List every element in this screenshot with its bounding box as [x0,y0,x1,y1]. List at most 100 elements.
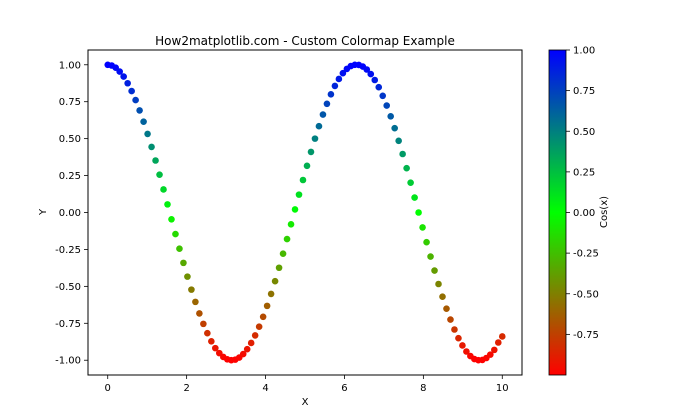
scatter-point [315,122,323,130]
scatter-point [498,333,506,340]
scatter-point [271,277,279,285]
scatter-point [415,209,422,216]
scatter-point [403,164,410,172]
colorbar-tick-label: -0.50 [573,289,599,300]
scatter-point [128,87,135,95]
scatter-point [208,338,215,345]
x-tick-label: 4 [262,383,268,394]
colorbar-tick-label: -0.75 [573,330,599,341]
scatter-point [419,224,426,231]
scatter-point [116,68,123,75]
scatter-point [487,351,494,358]
scatter-point [399,150,406,158]
scatter-point [247,339,255,347]
scatter-point [152,157,159,164]
scatter-point [259,313,267,321]
scatter-point [371,76,379,84]
scatter-point [303,162,311,170]
scatter-point [395,137,402,145]
scatter-point [148,143,155,151]
scatter-point [459,342,466,349]
scatter-point [455,334,462,342]
colorbar [548,49,567,376]
x-tick-label: 6 [341,383,347,394]
x-tick-label: 2 [183,383,189,394]
x-tick-label: 10 [496,383,509,394]
y-tick-label: 0.75 [59,97,81,108]
y-axis-label: Y [38,208,49,216]
scatter-point [387,113,394,120]
y-tick-label: 0.00 [59,208,81,219]
scatter-point [243,345,251,353]
scatter-point [275,264,283,272]
scatter-point [188,286,195,293]
scatter-point [463,348,470,355]
scatter-point [136,107,143,114]
scatter-point [200,320,207,328]
scatter-point [339,69,347,77]
x-tick-label: 0 [105,383,111,394]
scatter-point [164,201,171,208]
scatter-point [407,179,414,186]
scatter-point [335,75,343,83]
chart-title: How2matplotlib.com - Custom Colormap Exa… [155,34,455,48]
scatter-point [491,346,498,354]
y-tick-label: -0.75 [55,319,81,330]
plot-frame [87,49,523,376]
scatter-point [212,344,219,352]
scatter-point [184,273,191,280]
scatter-point [176,245,183,252]
scatter-point [196,310,203,317]
scatter-point [327,91,335,98]
colorbar-tick-label: 0.25 [573,167,595,178]
scatter-point [431,267,438,274]
y-tick-label: 0.50 [59,134,81,145]
scatter-point [379,92,387,100]
scatter-point [439,293,446,301]
scatter-point [423,238,430,246]
scatter-point [160,186,167,193]
scatter-point [120,73,127,80]
scatter-point [144,130,151,138]
scatter-point [447,316,454,323]
scatter-point [140,118,147,125]
colorbar-ticks: 1.00 0.75 0.50 0.25 0.00 -0.25 -0.50 -0.75 [566,46,599,341]
scatter-point [295,191,303,198]
colorbar-tick-label: 0.75 [573,86,595,97]
colorbar-label: Cos(x) [599,196,610,228]
scatter-point [319,111,327,118]
scatter-point [451,326,458,333]
scatter-point [299,176,307,184]
scatter-point [239,350,247,358]
scatter-point [411,194,418,201]
colorbar-tick-label: 1.00 [573,46,595,57]
scatter-point [367,70,375,78]
scatter-point [383,102,391,109]
y-tick-label: -0.50 [55,282,81,293]
x-tick-label: 8 [420,383,426,394]
scatter-point [192,298,199,306]
scatter-point [132,96,139,104]
scatter-point [255,323,263,330]
scatter-point [287,221,295,228]
y-tick-label: -0.25 [55,245,81,256]
scatter-point [494,339,502,346]
scatter-point [168,215,175,223]
y-tick-label: -1.00 [55,356,81,367]
scatter-point [427,253,434,260]
scatter-point [279,250,287,258]
y-tick-label: 1.00 [59,60,81,71]
scatter-point [375,83,383,91]
y-tick-label: 0.25 [59,171,81,182]
scatter-point [251,332,259,339]
scatter-point [291,206,299,213]
scatter-point [172,230,179,238]
scatter-point [156,171,163,178]
scatter-point [283,235,291,243]
colorbar-tick-label: 0.50 [573,127,595,138]
scatter-point [363,66,371,73]
scatter-point [311,135,319,142]
scatter-point [391,124,398,132]
colorbar-tick-label: -0.25 [573,249,599,260]
